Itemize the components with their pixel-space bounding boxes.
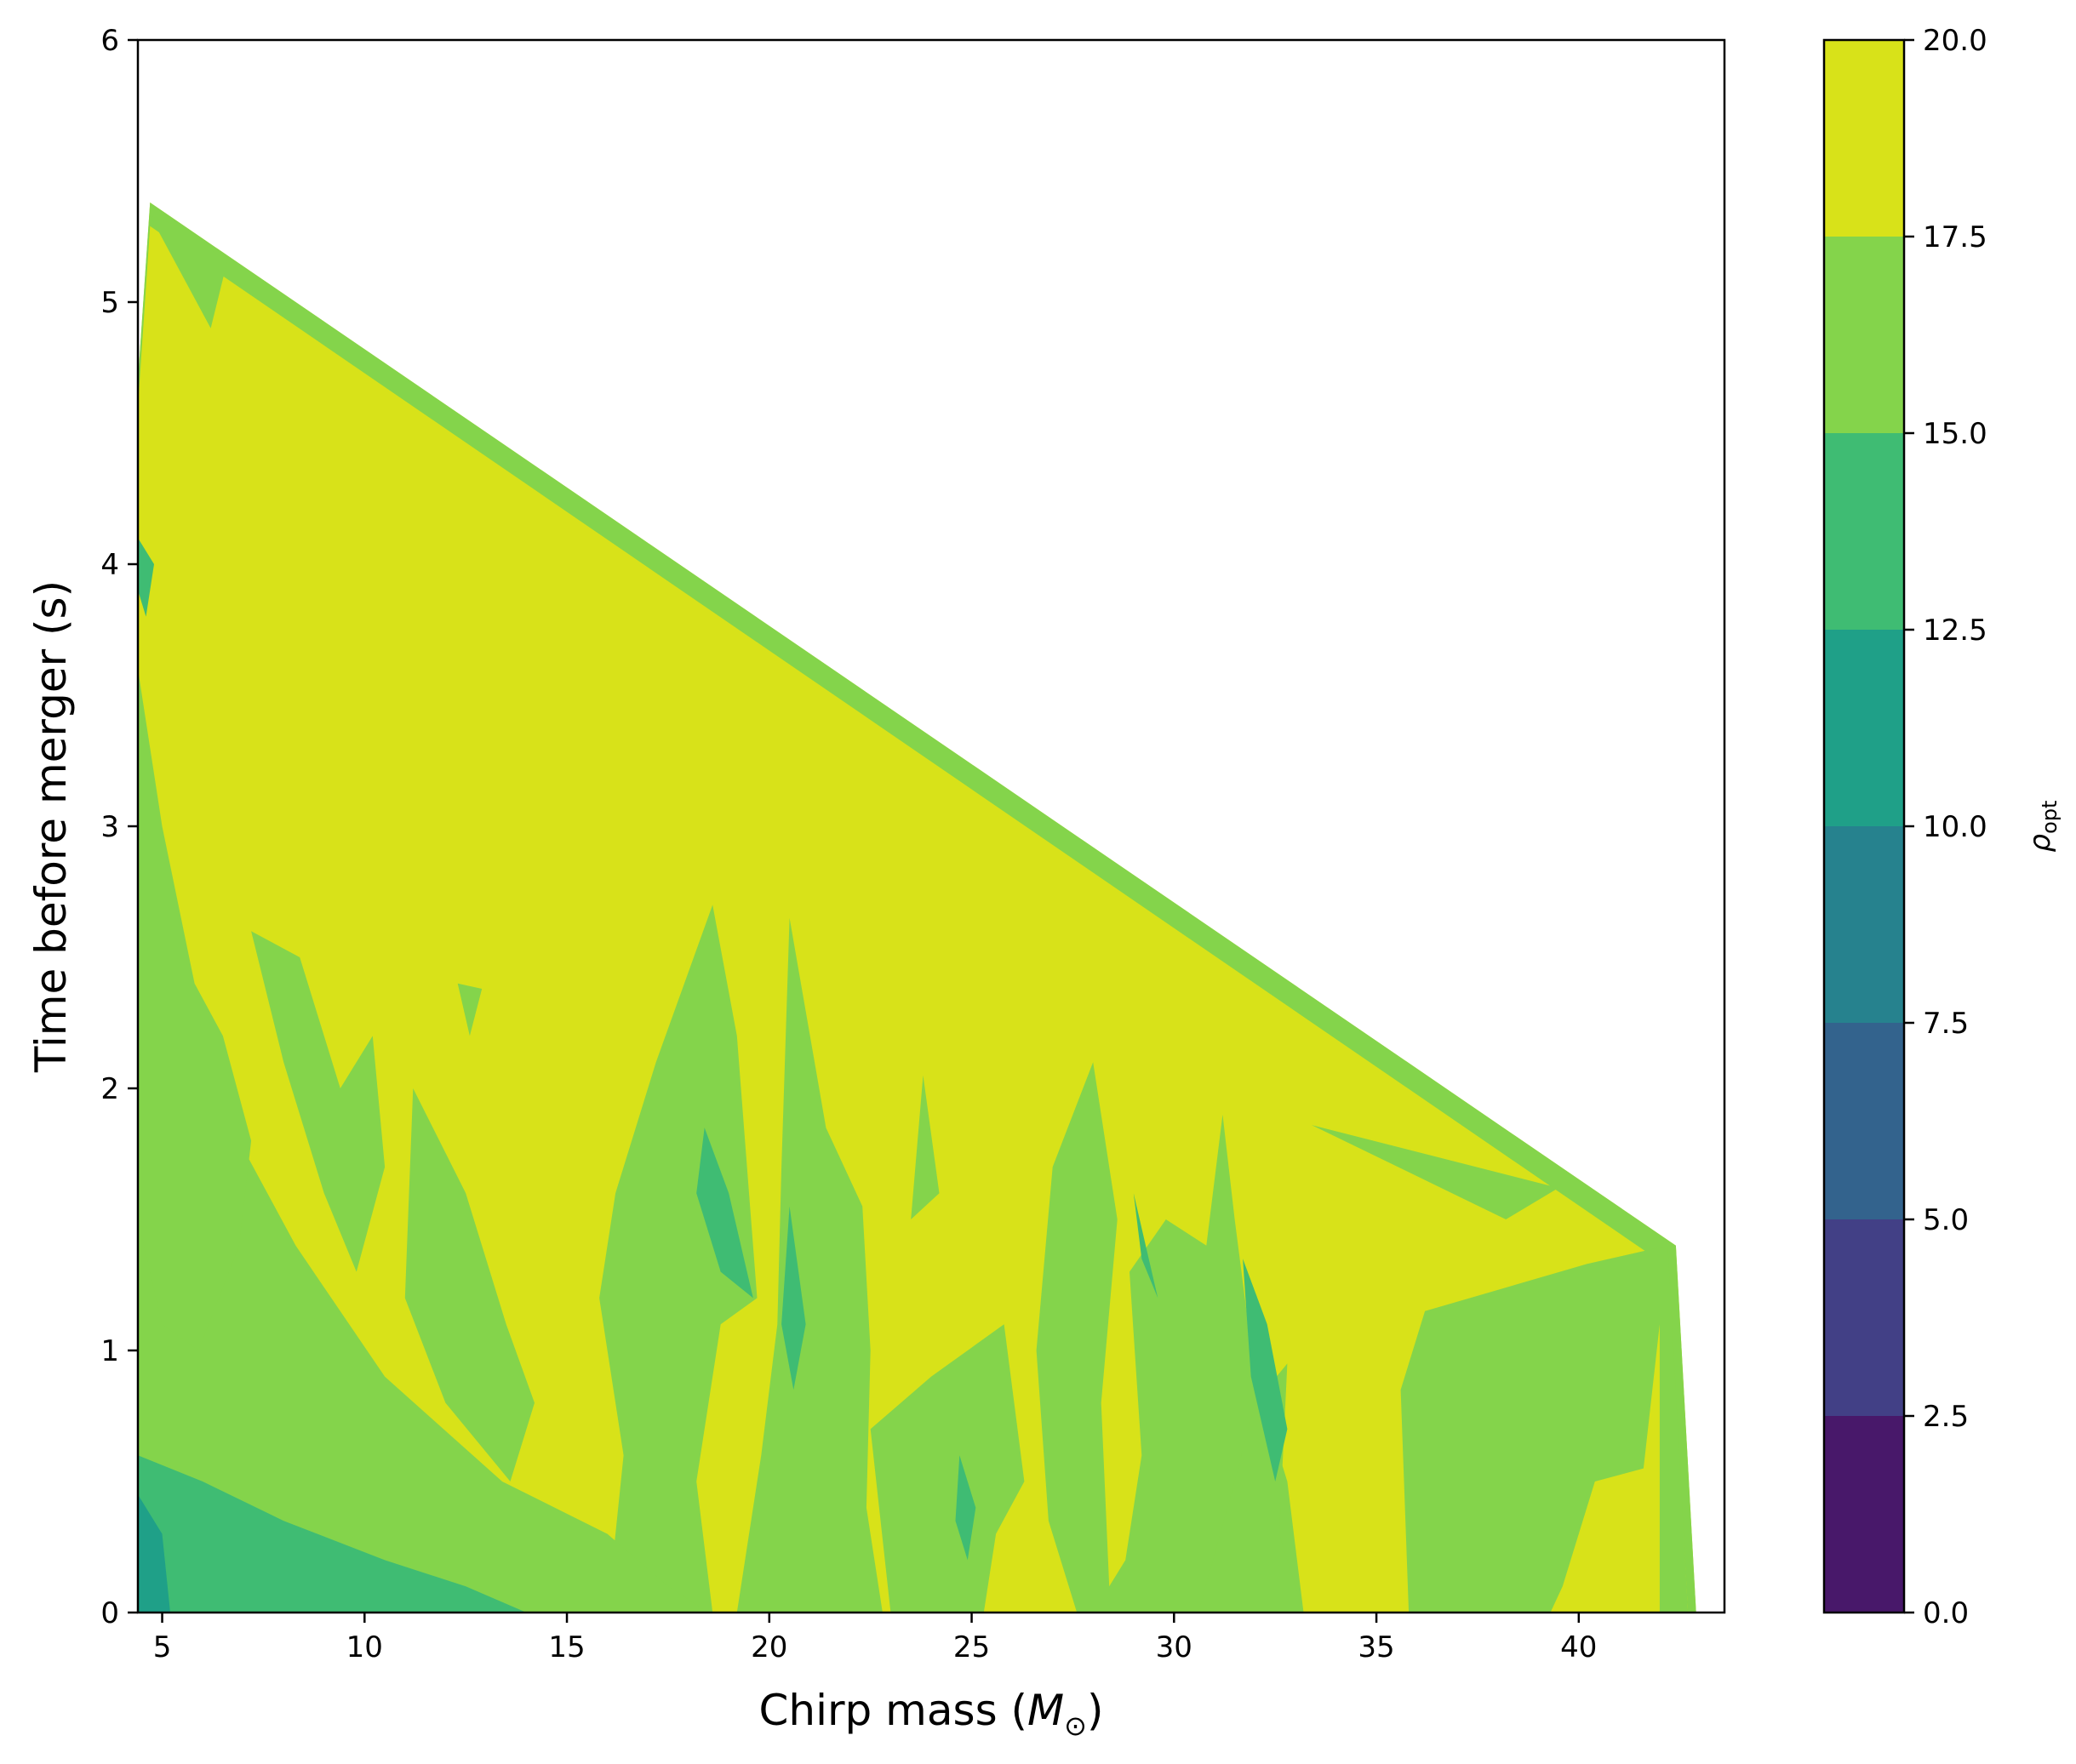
colorbar xyxy=(1822,38,1906,1614)
contour-region-5 xyxy=(736,917,883,1613)
colorbar-tick-label: 20.0 xyxy=(1923,24,1987,58)
colorbar-tick-label: 0.0 xyxy=(1923,1596,1969,1630)
colorbar-band-12.5 xyxy=(1824,433,1904,630)
contour-region-10 xyxy=(404,1088,535,1481)
x-tick-label: 5 xyxy=(153,1630,172,1664)
y-tick-label: 0 xyxy=(100,1596,119,1630)
contour-region-20 xyxy=(138,1455,527,1613)
x-tick-label: 30 xyxy=(1156,1630,1192,1664)
contour-region-13 xyxy=(870,1324,1025,1613)
colorbar-band-2.5 xyxy=(1824,1219,1904,1416)
y-axis-ticks: 0 1 2 3 4 5 6 xyxy=(100,24,138,1630)
contour-region-2 xyxy=(1312,1125,1558,1219)
x-tick-label: 20 xyxy=(751,1630,787,1664)
contour-region-16 xyxy=(781,1206,806,1390)
colorbar-band-0 xyxy=(1824,1416,1904,1613)
y-tick-label: 3 xyxy=(100,810,119,844)
colorbar-band-7.5 xyxy=(1824,826,1904,1023)
contour-region-17 xyxy=(1243,1259,1288,1481)
y-tick-label: 5 xyxy=(100,286,119,320)
colorbar-band-15 xyxy=(1824,237,1904,433)
contour-region-3 xyxy=(1400,1245,1689,1613)
x-tick-label: 10 xyxy=(346,1630,383,1664)
colorbar-label: ρopt xyxy=(2023,801,2062,853)
contour-region-21 xyxy=(138,1494,170,1613)
contour-region-8 xyxy=(138,669,252,1350)
colorbar-tick-label: 17.5 xyxy=(1923,220,1987,254)
colorbar-tick-label: 15.0 xyxy=(1923,417,1987,451)
contour-region-7 xyxy=(138,931,709,1613)
contour-region-12 xyxy=(911,1075,940,1219)
x-axis-ticks: 5 10 15 20 25 30 35 40 xyxy=(153,1613,1597,1664)
x-tick-label: 35 xyxy=(1358,1630,1394,1664)
contour-region-6 xyxy=(599,905,758,1613)
contour-fill-regions xyxy=(138,203,1696,1613)
y-tick-label: 6 xyxy=(100,24,119,58)
contour-region-9 xyxy=(251,931,386,1272)
colorbar-tick-label: 10.0 xyxy=(1923,810,1987,844)
contour-level-17.5 xyxy=(138,203,1696,1613)
colorbar-band-5 xyxy=(1824,1023,1904,1219)
contour-region-11 xyxy=(457,983,483,1036)
y-tick-label: 4 xyxy=(100,548,119,582)
colorbar-tick-label: 5.0 xyxy=(1923,1203,1969,1237)
contour-region-15 xyxy=(696,1127,753,1299)
contour-region-1 xyxy=(150,215,227,328)
contour-region-19 xyxy=(1133,1193,1158,1299)
x-tick-label: 15 xyxy=(548,1630,585,1664)
contour-region-22 xyxy=(138,538,154,617)
colorbar-tick-label: 2.5 xyxy=(1923,1400,1969,1434)
colorbar-tick-label: 12.5 xyxy=(1923,614,1987,648)
colorbar-ticks: 0.0 2.5 5.0 7.5 10.0 12.5 15.0 17.5 20.0 xyxy=(1904,24,1987,1630)
contour-region-18 xyxy=(955,1455,976,1561)
x-tick-label: 40 xyxy=(1560,1630,1597,1664)
y-tick-label: 1 xyxy=(100,1334,119,1368)
y-axis-label: Time before merger (s) xyxy=(26,580,76,1073)
y-tick-label: 2 xyxy=(100,1072,119,1106)
colorbar-band-17.5 xyxy=(1824,40,1904,237)
x-axis-label: Chirp mass (M⊙) xyxy=(759,1686,1104,1742)
x-tick-label: 25 xyxy=(953,1630,990,1664)
colorbar-band-10 xyxy=(1824,630,1904,826)
colorbar-tick-label: 7.5 xyxy=(1923,1007,1969,1041)
